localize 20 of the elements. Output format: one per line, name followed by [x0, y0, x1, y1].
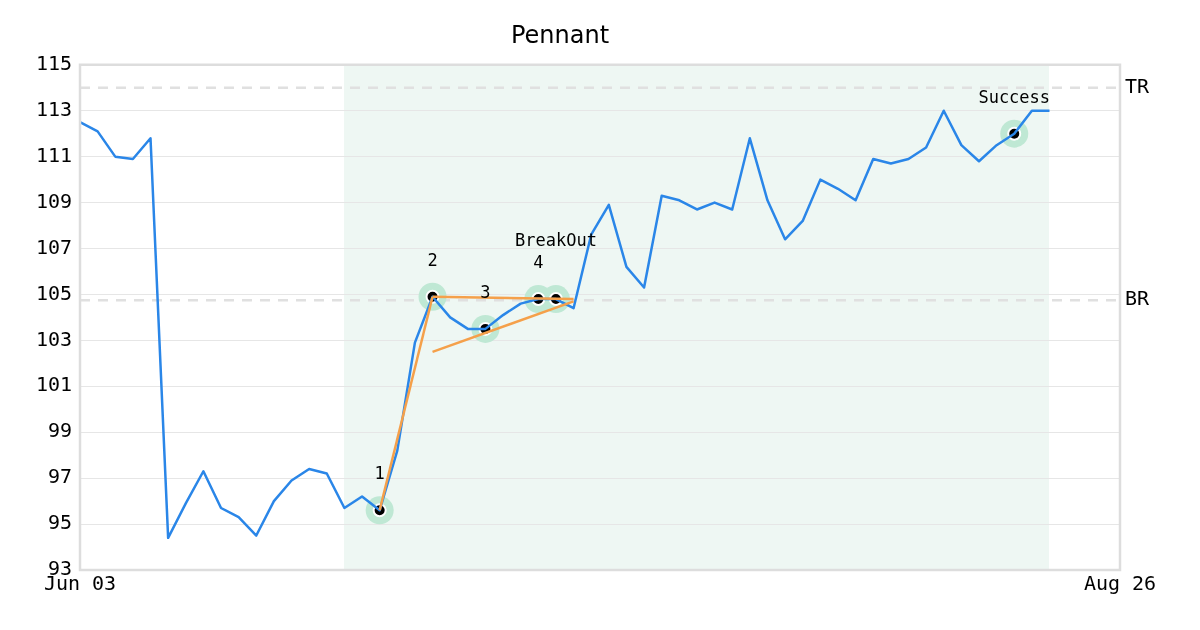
- chart-title: Pennant: [510, 20, 610, 49]
- y-tick-label: 115: [35, 51, 72, 75]
- y-tick-label: 97: [47, 464, 72, 489]
- y-tick-label: 105: [35, 280, 72, 305]
- annotation: 1: [374, 463, 385, 484]
- y-tick-label: 109: [35, 188, 72, 213]
- y-tick-label: 99: [47, 418, 72, 443]
- annotation: 2: [427, 249, 438, 270]
- y-tick-label: 103: [35, 326, 72, 351]
- annotation: 3: [480, 281, 491, 302]
- annotation: 4: [533, 251, 544, 272]
- y-tick-label: 113: [35, 96, 72, 121]
- ref-line-label: TR: [1125, 73, 1151, 98]
- x-tick-label: Aug 26: [1083, 571, 1157, 596]
- annotation: Success: [978, 86, 1051, 107]
- y-tick-label: 101: [35, 372, 72, 397]
- y-tick-label: 107: [35, 234, 72, 259]
- ref-line-label: BR: [1125, 286, 1151, 311]
- y-tick-label: 111: [35, 142, 72, 167]
- y-tick-label: 95: [47, 510, 72, 535]
